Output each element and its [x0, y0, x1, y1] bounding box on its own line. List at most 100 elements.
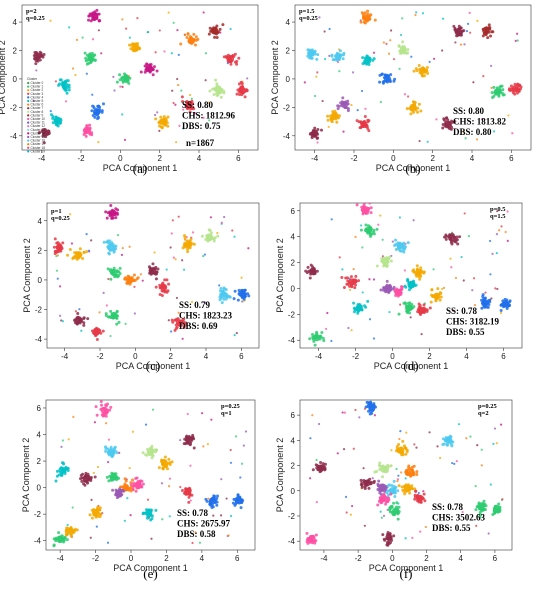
legend-entry: Cluster 14	[31, 131, 46, 135]
x-tick-label: 4	[458, 554, 463, 563]
cluster	[128, 42, 142, 53]
cluster-point	[135, 277, 139, 281]
scatter-point	[455, 459, 458, 463]
scatter-point	[338, 256, 341, 259]
x-tick-label: -2	[77, 154, 85, 163]
cluster-core	[149, 267, 157, 275]
cluster	[104, 309, 121, 326]
cluster-point	[406, 51, 410, 55]
cluster-core	[108, 209, 116, 217]
cluster-point	[132, 484, 136, 488]
param-label: q=0.25	[26, 15, 45, 22]
cluster-point	[82, 323, 86, 327]
cluster-core	[396, 242, 404, 250]
cluster-point	[204, 497, 208, 501]
cluster-point	[370, 232, 374, 236]
cluster-point	[320, 331, 324, 335]
scatter-point	[471, 289, 474, 292]
scatter-point	[352, 267, 355, 271]
cluster-point	[365, 54, 369, 58]
scatter-point	[476, 19, 479, 22]
cluster-point	[392, 485, 396, 489]
cluster-point	[134, 489, 138, 493]
scatter-point	[368, 278, 371, 281]
scatter-point	[317, 422, 321, 426]
cluster	[499, 297, 512, 313]
scatter-point	[315, 500, 318, 504]
y-tick-label: -2	[288, 310, 296, 319]
cluster-core	[409, 103, 417, 111]
cluster-core	[454, 28, 462, 36]
cluster-point	[482, 499, 486, 503]
cluster-point	[183, 236, 187, 240]
cluster-point	[352, 301, 356, 305]
scatter-point	[379, 100, 382, 104]
cluster-core	[132, 44, 140, 52]
scatter-point	[95, 525, 98, 528]
x-tick-label: -4	[38, 154, 46, 163]
cluster-point	[331, 110, 335, 114]
cluster-point	[215, 36, 219, 40]
cluster	[54, 461, 70, 483]
cluster-point	[238, 92, 242, 96]
cluster-point	[117, 274, 121, 278]
legend-entry: Cluster 16	[31, 139, 46, 143]
scatter-point	[170, 52, 173, 55]
cluster-core	[75, 251, 83, 259]
scatter-point	[210, 418, 213, 421]
scatter-point	[69, 213, 72, 216]
cluster-core	[313, 334, 321, 342]
cluster	[304, 263, 319, 280]
scatter-point	[428, 60, 431, 63]
scatter-point	[202, 445, 205, 448]
scatter-point	[459, 43, 463, 46]
panel-label-b: (b)	[405, 161, 420, 176]
scatter-point	[242, 444, 245, 447]
cluster-point	[219, 95, 223, 99]
cluster-core	[418, 306, 426, 315]
scatter-point	[61, 320, 65, 323]
cluster-core	[134, 481, 142, 489]
scatter-point	[91, 93, 94, 96]
scatter-point	[68, 26, 71, 29]
scatter-point	[59, 285, 62, 288]
x-tick-label: 4	[200, 554, 205, 563]
cluster-point	[360, 483, 364, 487]
scatter-point	[385, 42, 388, 45]
scatter-point	[472, 81, 475, 84]
cluster-point	[315, 57, 319, 61]
cluster-core	[220, 291, 228, 299]
cluster-point	[114, 216, 118, 220]
cluster-core	[110, 311, 118, 320]
legend-swatch	[27, 99, 30, 103]
cluster	[141, 444, 159, 460]
cluster-core	[185, 436, 194, 444]
scatter-point	[176, 77, 179, 81]
cluster-point	[161, 467, 165, 471]
cluster	[232, 288, 251, 302]
scatter-point	[491, 252, 494, 255]
scatter-point	[342, 130, 345, 133]
cluster-core	[385, 284, 393, 293]
scatter-point	[373, 414, 376, 417]
cluster-point	[63, 535, 67, 539]
scatter-point	[421, 12, 425, 15]
cluster-point	[310, 136, 314, 140]
scatter-point	[128, 245, 131, 248]
cluster-point	[404, 452, 408, 456]
y-tick-label: 2	[291, 259, 296, 268]
scatter-point	[170, 330, 173, 333]
x-tick-label: -4	[311, 154, 319, 163]
cluster-point	[131, 487, 135, 491]
scatter-point	[172, 256, 175, 259]
scatter-point	[500, 225, 503, 228]
scatter-point	[324, 327, 328, 331]
cluster-point	[224, 288, 228, 292]
cluster	[393, 285, 404, 298]
cluster-point	[209, 231, 213, 235]
cluster-core	[309, 268, 317, 276]
scatter-point	[78, 308, 81, 311]
y-axis-title: PCA Component 2	[275, 238, 285, 313]
cluster-point	[118, 266, 122, 270]
cluster-point	[151, 454, 155, 458]
